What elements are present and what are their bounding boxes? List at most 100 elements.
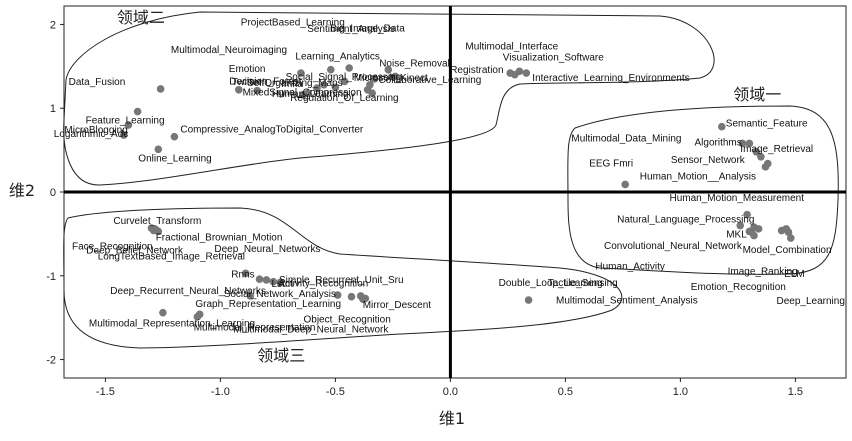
- point-label: Multimodal_Representation_Learning: [89, 319, 255, 330]
- point-label: Feature_Learning: [86, 116, 165, 127]
- point-labels: Data_Fusion Compressive_AnalogToDigital_C…: [54, 18, 845, 336]
- point-label: Lstm: [272, 279, 294, 290]
- x-tick-label: -1.5: [96, 386, 115, 398]
- point-label: Collaborative_Learning: [379, 75, 482, 86]
- point-label: Tactile_Sensing: [548, 278, 618, 289]
- point-label: Semantic_Feature: [726, 119, 808, 130]
- region-outline-3: [63, 207, 623, 349]
- data-point: [347, 292, 356, 301]
- data-point: [255, 275, 264, 283]
- point-label: Human_Motion_Measurement: [670, 193, 805, 204]
- region-label: 领域二: [117, 8, 165, 27]
- data-point: [345, 64, 354, 72]
- point-label: Social_Signal_Processing: [286, 72, 402, 83]
- y-tick-label: 0: [50, 187, 56, 199]
- point-label: Learning_Analytics: [295, 51, 380, 62]
- y-tick-label: 2: [50, 19, 56, 31]
- point-label: Human_Activity: [595, 261, 664, 272]
- point-label: Sentiment_Analysis: [307, 24, 395, 35]
- point-label: Rnns: [231, 270, 254, 281]
- data-point: [235, 85, 243, 94]
- point-label: Natural_Language_Processing: [617, 215, 754, 226]
- point-label: Decision_Forest: [229, 77, 301, 88]
- data-point: [761, 163, 770, 171]
- point-label: ELM: [784, 269, 805, 280]
- point-label: Online_Learning: [138, 153, 211, 164]
- data-point: [313, 84, 321, 92]
- x-tick-label: -1.0: [211, 386, 230, 398]
- point-label: MKL: [726, 230, 747, 241]
- data-point: [195, 310, 204, 319]
- point-label: Algorithms: [695, 137, 742, 148]
- point-label: EEG Fmri: [589, 158, 633, 169]
- data-point: [124, 121, 133, 129]
- x-tick-label: 0.5: [558, 386, 573, 398]
- point-label: Social_Network_Analysis: [224, 289, 336, 300]
- data-point: [743, 210, 751, 219]
- point-label: Mirror_Descent: [363, 300, 432, 311]
- y-tick-label: 1: [50, 103, 56, 115]
- point-label: Registration: [450, 65, 503, 76]
- data-point: [304, 89, 312, 97]
- point-label: Fractional_Brownian_Motion: [156, 233, 283, 244]
- data-point: [241, 269, 250, 278]
- data-point: [738, 139, 747, 148]
- data-point: [170, 132, 179, 141]
- point-label: Interactive_Learning_Environments: [532, 73, 689, 84]
- data-point: [361, 294, 370, 303]
- point-label: Object_Recognition: [304, 315, 391, 326]
- data-point: [750, 231, 758, 240]
- data-point: [246, 292, 255, 300]
- y-axis-label: 维2: [9, 181, 35, 200]
- point-label: Data_Fusion: [69, 77, 126, 88]
- point-label: Image_Ranking: [728, 267, 798, 278]
- point-label: ProjectBased_Learning: [241, 18, 345, 29]
- data-points: [120, 64, 795, 321]
- data-point: [370, 75, 379, 83]
- x-tick-label: -0.5: [326, 386, 345, 398]
- point-label: Microsoft_Kinect: [354, 73, 428, 84]
- point-label: Graph_Representation_Learning: [195, 299, 341, 310]
- data-point: [718, 122, 726, 131]
- data-point: [159, 308, 167, 317]
- data-point: [269, 277, 278, 286]
- point-label: Double_Loop_Learning: [499, 278, 603, 289]
- point-label: Twitter: [232, 77, 262, 88]
- y-tick-label: -1: [46, 271, 56, 283]
- data-point: [154, 145, 163, 154]
- data-point: [736, 221, 744, 230]
- point-label: Multimodal_Representation: [194, 322, 316, 333]
- data-point: [384, 65, 393, 74]
- data-point: [262, 276, 271, 284]
- point-label: Deep_Neural_Networks: [214, 244, 320, 255]
- point-label: Deep_Learning: [777, 296, 845, 307]
- data-point: [276, 278, 285, 287]
- point-label: Face_Recognition: [72, 242, 153, 253]
- point-label: Multimodal_Sentiment_Analysis: [556, 296, 698, 307]
- x-tick-label: 1.5: [788, 386, 803, 398]
- point-label: MixedSignal_Compression: [243, 87, 362, 98]
- point-label: Compressive_AnalogToDigital_Converter: [180, 125, 364, 136]
- data-point: [154, 227, 163, 236]
- data-point: [368, 89, 377, 97]
- point-label: Deep_Belief_Network: [86, 245, 184, 256]
- point-label: Sensor_Network: [671, 155, 746, 166]
- point-label: Deep_Recurrent_Neural_Networks: [110, 286, 266, 297]
- point-label: Human_Motion__Analysis: [640, 172, 756, 183]
- point-label: Model_Combination: [743, 245, 832, 256]
- point-label: Convolutional_Neural_Network: [604, 241, 743, 252]
- data-point: [787, 234, 795, 242]
- point-label: Activity_Recognition: [278, 278, 368, 289]
- data-point: [331, 83, 340, 92]
- point-label: Simple_Recurrent_Unit_Sru: [279, 275, 404, 286]
- y-tick-label: -2: [46, 355, 56, 367]
- point-label: Image_Retrieval: [740, 144, 813, 155]
- data-point: [120, 131, 128, 139]
- point-label: LongTextBased_Image_Retrieval: [98, 251, 245, 262]
- point-label: Multimodal_Interface: [465, 41, 558, 52]
- data-point: [745, 139, 754, 148]
- point-label: Regulation_Of_Learning: [290, 93, 398, 104]
- tick-labels: -1.5 -1.0 -0.5 0.0 0.5 1.0 1.5 2 1 0 -1 -2: [46, 19, 803, 398]
- region-outline-2: [63, 11, 715, 186]
